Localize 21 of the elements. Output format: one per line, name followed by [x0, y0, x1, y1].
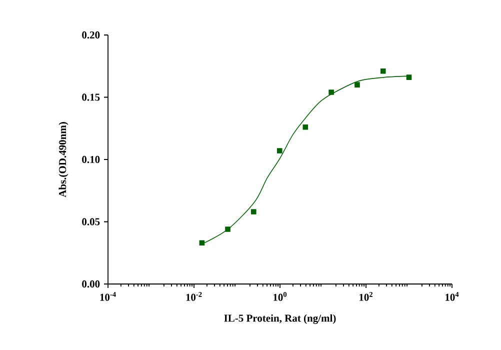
y-tick-label: 0.20	[82, 31, 100, 39]
x-tick-label: 10$^{-4}$	[100, 292, 116, 301]
point	[199, 240, 205, 246]
y-axis-title: Abs.(OD.490nm)	[58, 122, 68, 198]
x-axis-title: IL-5 Protein, Rat (ng/ml)	[224, 314, 336, 324]
x-tick-label: 10$^{2}$	[360, 292, 373, 301]
y-tick-label: 0.00	[82, 280, 100, 288]
point	[302, 124, 308, 130]
y-tick-label: 0.05	[82, 218, 100, 226]
point	[276, 148, 282, 154]
point	[354, 82, 360, 88]
y-tick-label: 0.10	[82, 156, 100, 164]
point	[225, 226, 230, 232]
x-tick-label: 10$^{4}$	[446, 292, 459, 301]
x-tick-label: 10$^{-2}$	[186, 292, 202, 301]
point	[406, 74, 412, 80]
point	[380, 68, 386, 74]
y-tick-label: 0.15	[82, 94, 100, 101]
point	[251, 209, 256, 214]
point	[328, 90, 334, 95]
x-tick-label: 10$^{0}$	[274, 292, 287, 301]
